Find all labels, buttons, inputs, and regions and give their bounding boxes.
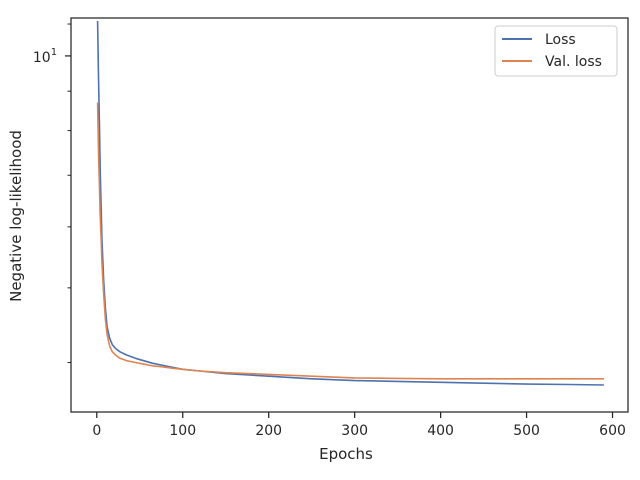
x-tick-label: 300 xyxy=(341,423,368,439)
legend: Loss Val. loss xyxy=(494,25,618,77)
series-layer xyxy=(96,20,604,386)
x-tick-label: 200 xyxy=(255,423,282,439)
x-tick-label: 100 xyxy=(169,423,196,439)
x-tick-label: 600 xyxy=(599,423,626,439)
y-tick-label: 101 xyxy=(33,47,57,66)
x-tick-label: 400 xyxy=(427,423,454,439)
y-axis-ticks: 101 xyxy=(33,23,71,364)
x-axis-label: Epochs xyxy=(319,445,373,463)
x-tick-label: 0 xyxy=(92,423,101,439)
plot-frame xyxy=(70,17,629,413)
legend-label-val-loss: Val. loss xyxy=(545,54,602,70)
series-line-val-loss xyxy=(96,102,604,380)
x-axis-ticks: 0 100 200 300 400 500 600 xyxy=(92,412,626,439)
x-tick-label: 500 xyxy=(513,423,540,439)
y-axis-label: Negative log-likelihood xyxy=(7,130,25,302)
legend-label-loss: Loss xyxy=(545,32,576,48)
